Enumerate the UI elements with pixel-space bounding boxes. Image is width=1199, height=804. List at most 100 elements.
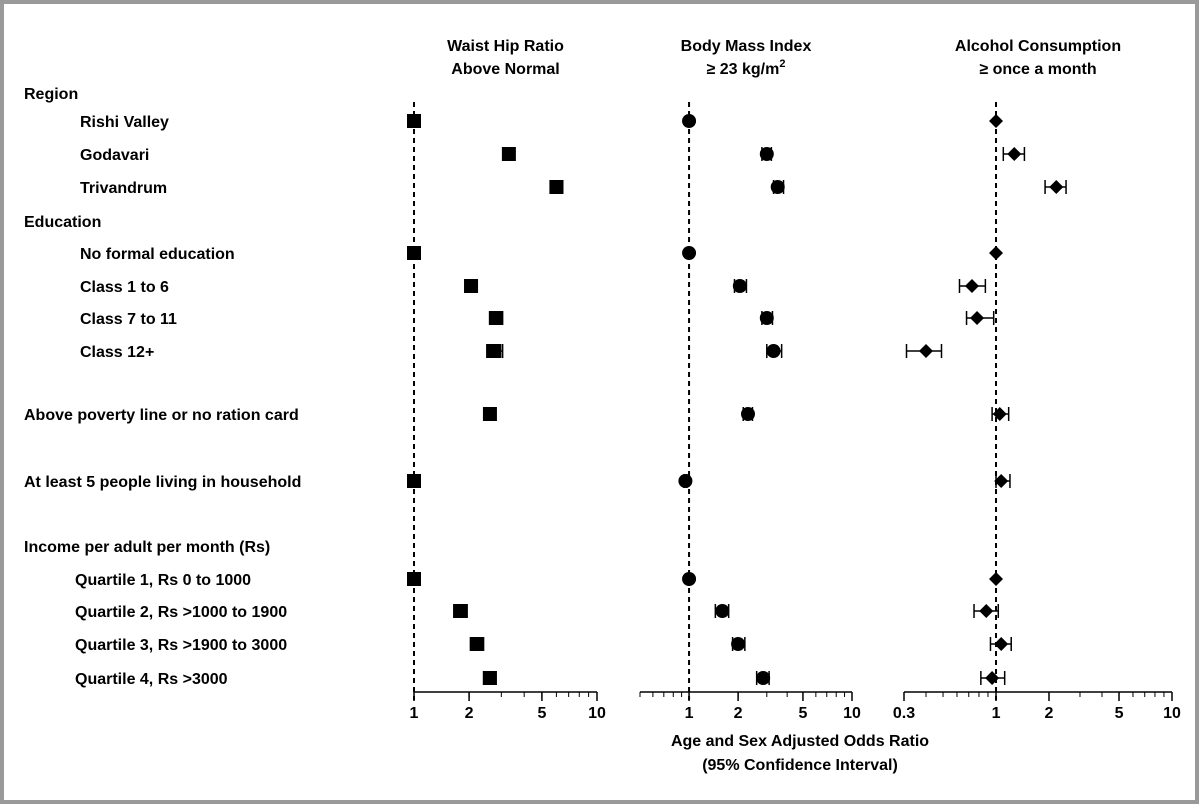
diamond-marker (989, 572, 1004, 586)
tick-label-waist-hip-ratio-2: 2 (465, 705, 474, 722)
panel-body-mass-index: Body Mass Index ≥ 23 kg/m2 1 2 5 10 (639, 38, 861, 722)
circle-marker (682, 572, 697, 586)
circle-marker (759, 147, 774, 161)
point-body-mass-index-at-least-5-people-living-in-household (678, 474, 693, 488)
tick-label-alcohol-consumption-5: 5 (1115, 705, 1124, 722)
diamond-marker (989, 246, 1004, 260)
row-label-region: Region (24, 86, 78, 103)
tick-label-alcohol-consumption-10: 10 (1163, 705, 1181, 722)
point-alcohol-consumption-rishi-valley (989, 114, 1004, 128)
square-marker (407, 572, 421, 586)
diamond-marker (994, 637, 1009, 651)
point-body-mass-index-rishi-valley (682, 114, 697, 128)
tick-label-waist-hip-ratio-1: 1 (410, 705, 419, 722)
x-axis-label-line-2: (95% Confidence Interval) (702, 757, 898, 774)
point-waist-hip-ratio-class-1-to-6 (464, 279, 479, 293)
point-alcohol-consumption-godavari (1002, 147, 1026, 161)
point-body-mass-index-quartile-1-rs-0-to-1000 (682, 572, 697, 586)
row-label-trivandrum: Trivandrum (80, 180, 167, 197)
panel-title-body-mass-index-line-2: ≥ 23 kg/m2 (707, 58, 786, 78)
point-waist-hip-ratio-class-7-to-11 (488, 311, 504, 325)
point-waist-hip-ratio-class-12 (486, 344, 504, 358)
tick-label-body-mass-index-5: 5 (798, 705, 807, 722)
point-alcohol-consumption-quartile-2-rs-1000-to-1900 (973, 604, 1000, 618)
circle-marker (678, 474, 693, 488)
point-body-mass-index-trivandrum (770, 180, 785, 194)
tick-label-alcohol-consumption-1: 1 (992, 705, 1001, 722)
diamond-marker (992, 407, 1007, 421)
point-waist-hip-ratio-quartile-3-rs-1900-to-3000 (469, 637, 485, 651)
point-waist-hip-ratio-at-least-5-people-living-in-household (407, 474, 421, 488)
point-alcohol-consumption-quartile-4-rs-3000 (980, 671, 1006, 685)
point-alcohol-consumption-quartile-3-rs-1900-to-3000 (989, 637, 1012, 651)
point-body-mass-index-above-poverty-line-or-no-ration-card (740, 407, 755, 421)
diamond-marker (985, 671, 1000, 685)
point-waist-hip-ratio-godavari (501, 147, 516, 161)
panel-title-waist-hip-ratio-line-2: Above Normal (451, 61, 559, 78)
circle-marker (770, 180, 785, 194)
square-marker (501, 147, 516, 161)
point-waist-hip-ratio-trivandrum (549, 180, 564, 194)
diamond-marker (979, 604, 994, 618)
point-body-mass-index-quartile-3-rs-1900-to-3000 (731, 637, 746, 651)
point-alcohol-consumption-at-least-5-people-living-in-household (994, 474, 1011, 488)
point-waist-hip-ratio-rishi-valley (407, 114, 421, 128)
point-alcohol-consumption-trivandrum (1044, 180, 1067, 194)
circle-marker (682, 246, 697, 260)
tick-label-alcohol-consumption-2: 2 (1045, 705, 1054, 722)
row-label-godavari: Godavari (80, 147, 149, 164)
row-label-quartile-2-rs-1000-to-1900: Quartile 2, Rs >1000 to 1900 (75, 604, 287, 621)
point-body-mass-index-class-12 (766, 344, 783, 358)
point-body-mass-index-quartile-4-rs-3000 (755, 671, 771, 685)
square-marker (407, 474, 421, 488)
point-alcohol-consumption-class-7-to-11 (965, 311, 995, 325)
circle-marker (682, 114, 697, 128)
point-body-mass-index-quartile-2-rs-1000-to-1900 (714, 604, 730, 618)
circle-marker (731, 637, 746, 651)
panel-title-body-mass-index-line-1: Body Mass Index (681, 38, 812, 55)
diamond-marker (970, 311, 985, 325)
point-waist-hip-ratio-quartile-1-rs-0-to-1000 (407, 572, 421, 586)
row-label-income-per-adult-per-month-rs: Income per adult per month (Rs) (24, 539, 270, 556)
point-alcohol-consumption-quartile-1-rs-0-to-1000 (989, 572, 1004, 586)
square-marker (488, 311, 503, 325)
tick-label-alcohol-consumption-0-3: 0.3 (893, 705, 915, 722)
row-label-quartile-1-rs-0-to-1000: Quartile 1, Rs 0 to 1000 (75, 572, 251, 589)
point-waist-hip-ratio-no-formal-education (407, 246, 421, 260)
row-label-class-12: Class 12+ (80, 344, 154, 361)
diamond-marker (1007, 147, 1022, 161)
square-marker (487, 344, 502, 358)
tick-label-body-mass-index-1: 1 (685, 705, 694, 722)
diamond-marker (989, 114, 1004, 128)
circle-marker (715, 604, 730, 618)
square-marker (482, 671, 497, 685)
circle-marker (740, 407, 755, 421)
circle-marker (759, 311, 774, 325)
row-label-no-formal-education: No formal education (80, 246, 235, 263)
panel-alcohol-consumption: Alcohol Consumption ≥ once a month 0.3 1 2 5 1… (893, 38, 1181, 722)
point-body-mass-index-class-7-to-11 (759, 311, 774, 325)
square-marker (407, 246, 421, 260)
panel-title-alcohol-consumption-line-2: ≥ once a month (979, 61, 1096, 78)
row-label-at-least-5-people-living-in-household: At least 5 people living in household (24, 474, 301, 491)
point-alcohol-consumption-no-formal-education (989, 246, 1004, 260)
circle-marker (732, 279, 747, 293)
row-label-class-7-to-11: Class 7 to 11 (80, 311, 177, 328)
row-label-education: Education (24, 214, 101, 231)
point-alcohol-consumption-above-poverty-line-or-no-ration-card (991, 407, 1010, 421)
point-body-mass-index-godavari (759, 147, 774, 161)
diamond-marker (918, 344, 933, 358)
row-label-quartile-4-rs-3000: Quartile 4, Rs >3000 (75, 671, 228, 688)
row-label-class-1-to-6: Class 1 to 6 (80, 279, 169, 296)
point-waist-hip-ratio-quartile-2-rs-1000-to-1900 (453, 604, 468, 618)
point-body-mass-index-no-formal-education (682, 246, 697, 260)
point-waist-hip-ratio-above-poverty-line-or-no-ration-card (482, 407, 497, 421)
diamond-marker (994, 474, 1009, 488)
square-marker (469, 637, 484, 651)
panel-waist-hip-ratio: Waist Hip Ratio Above Normal 1 2 5 10 (407, 38, 606, 722)
tick-label-body-mass-index-2: 2 (734, 705, 743, 722)
point-alcohol-consumption-class-1-to-6 (958, 279, 987, 293)
